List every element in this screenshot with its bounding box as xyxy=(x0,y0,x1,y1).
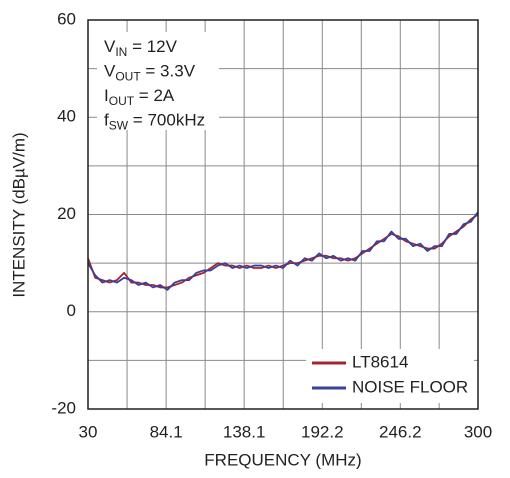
annotation-subscript: OUT xyxy=(115,70,141,84)
annotation: VIN = 12V xyxy=(104,37,178,59)
x-tick-label: 300 xyxy=(464,422,492,441)
annotation: fSW = 700kHz xyxy=(104,111,205,133)
y-tick-label: 0 xyxy=(67,301,76,320)
series-line xyxy=(87,213,479,289)
annotation-subscript: IN xyxy=(115,45,127,59)
annotation: VOUT = 3.3V xyxy=(104,62,196,84)
annotation-subscript: SW xyxy=(109,119,129,133)
plot-frame xyxy=(87,19,479,410)
y-tick-label: 40 xyxy=(57,107,76,126)
annotation: IOUT = 2A xyxy=(104,86,175,108)
annotation-value: = 2A xyxy=(134,86,175,105)
annotation-value: = 700kHz xyxy=(128,111,205,130)
annotation-box xyxy=(97,32,219,130)
x-tick-label: 192.2 xyxy=(301,422,344,441)
annotation-value: = 12V xyxy=(127,37,177,56)
y-axis-title: INTENSITY (dBµV/m) xyxy=(9,132,28,297)
annotation-symbol: V xyxy=(104,37,116,56)
x-tick-label: 138.1 xyxy=(223,422,266,441)
legend-box xyxy=(306,349,474,403)
annotation-symbol: V xyxy=(104,62,116,81)
y-tick-label: 20 xyxy=(57,204,76,223)
legend-label: LT8614 xyxy=(352,352,408,371)
annotation-symbol: f xyxy=(104,111,109,130)
annotation-subscript: OUT xyxy=(109,94,135,108)
legend-label: NOISE FLOOR xyxy=(352,377,468,396)
annotation-symbol: I xyxy=(104,86,109,105)
y-tick-label: 60 xyxy=(57,9,76,28)
x-tick-label: 246.2 xyxy=(379,422,422,441)
series-line xyxy=(87,211,479,291)
x-axis-title: FREQUENCY (MHz) xyxy=(204,450,361,469)
x-tick-label: 30 xyxy=(79,422,98,441)
annotation-value: = 3.3V xyxy=(141,62,196,81)
x-tick-label: 84.1 xyxy=(150,422,183,441)
y-tick-label: -20 xyxy=(51,398,76,417)
